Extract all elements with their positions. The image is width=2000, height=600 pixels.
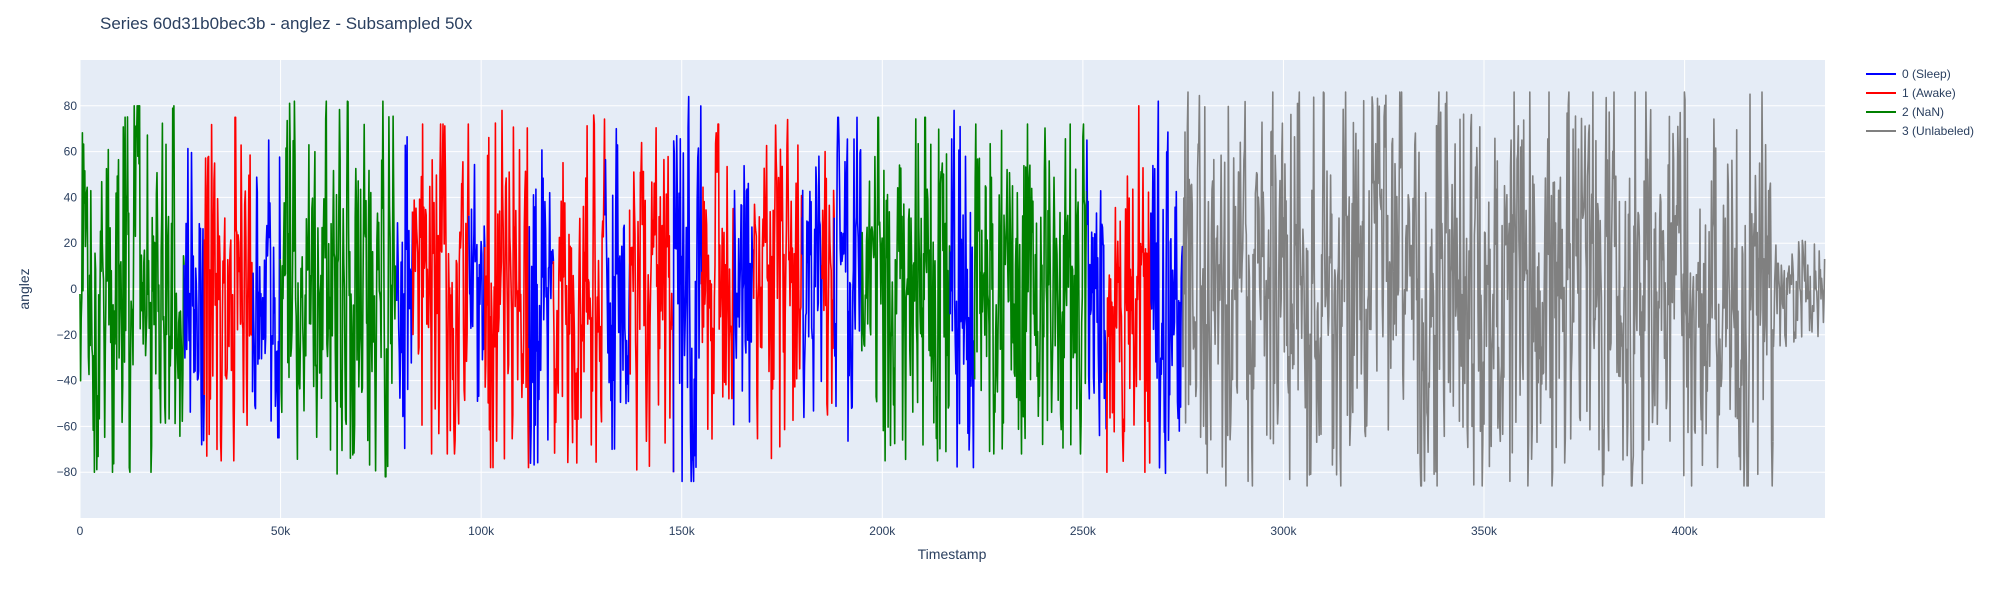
- series-segment-0-sleep: [949, 109, 976, 469]
- series-segment-2-nan: [79, 105, 185, 474]
- x-tick-label: 50k: [271, 524, 291, 538]
- y-tick-label: 80: [64, 99, 78, 113]
- y-axis-ticks: 80 60 40 20 0 −20 −40 −60 −80: [57, 99, 78, 479]
- series-segment-1-awake: [752, 118, 803, 460]
- y-tick-label: −20: [57, 328, 78, 342]
- legend-item[interactable]: 2 (NaN): [1866, 105, 1944, 119]
- legend-item[interactable]: 3 (Unlabeled): [1866, 124, 1974, 138]
- series-segment-0-sleep: [801, 155, 823, 419]
- legend-item[interactable]: 0 (Sleep): [1866, 67, 1951, 81]
- y-axis-label: anglez: [16, 268, 32, 309]
- y-tick-label: −40: [57, 374, 78, 388]
- series-segment-0-sleep: [1085, 139, 1108, 437]
- series-segment-2-nan: [279, 100, 398, 478]
- series-segment-1-awake: [411, 123, 470, 455]
- series-segment-1-awake: [821, 150, 835, 416]
- series-lines: [79, 91, 1826, 487]
- legend-label: 2 (NaN): [1902, 105, 1944, 119]
- series-segment-0-sleep: [833, 116, 863, 442]
- x-tick-label: 350k: [1471, 524, 1498, 538]
- series-segment-0-sleep: [395, 136, 414, 450]
- series-segment-0-sleep: [604, 127, 631, 451]
- legend-label: 0 (Sleep): [1902, 67, 1951, 81]
- x-tick-label: 300k: [1270, 524, 1297, 538]
- x-tick-label: 0: [77, 524, 84, 538]
- series-segment-1-awake: [552, 114, 606, 464]
- y-tick-label: 0: [70, 282, 77, 296]
- legend-label: 1 (Awake): [1902, 86, 1956, 100]
- y-tick-label: −80: [57, 465, 78, 479]
- series-segment-0-sleep: [528, 149, 555, 466]
- series-segment-0-sleep: [468, 163, 486, 403]
- y-tick-label: 20: [64, 236, 78, 250]
- legend-item[interactable]: 1 (Awake): [1866, 86, 1956, 100]
- series-segment-1-awake: [1105, 105, 1152, 474]
- series-segment-0-sleep: [1150, 100, 1184, 475]
- series-segment-0-sleep: [732, 164, 755, 426]
- x-tick-label: 100k: [468, 524, 495, 538]
- x-axis-ticks: 0 50k 100k 150k 200k 250k 300k 350k 400k: [77, 524, 1699, 538]
- series-segment-0-sleep: [672, 95, 703, 483]
- series-segment-1-awake: [483, 109, 530, 469]
- series-segment-2-nan: [973, 123, 1088, 455]
- series-segment-3-unlabeled: [1772, 239, 1826, 442]
- series-segment-1-awake: [203, 116, 254, 462]
- x-tick-label: 150k: [669, 524, 696, 538]
- legend-label: 3 (Unlabeled): [1902, 124, 1974, 138]
- x-tick-label: 200k: [869, 524, 896, 538]
- y-tick-label: 40: [64, 190, 78, 204]
- legend: 0 (Sleep) 1 (Awake) 2 (NaN) 3 (Unlabeled): [1866, 67, 1974, 138]
- chart-title: Series 60d31b0bec3b - anglez - Subsample…: [100, 14, 473, 33]
- x-tick-label: 250k: [1070, 524, 1097, 538]
- series-segment-1-awake: [628, 127, 675, 473]
- series-segment-1-awake: [700, 123, 735, 440]
- y-tick-label: 60: [64, 145, 78, 159]
- series-segment-0-sleep: [251, 139, 281, 439]
- series-segment-2-nan: [860, 116, 951, 462]
- x-axis-label: Timestamp: [918, 546, 987, 562]
- series-segment-0-sleep: [183, 147, 205, 446]
- series-segment-3-unlabeled: [1182, 91, 1774, 487]
- x-tick-label: 400k: [1672, 524, 1699, 538]
- y-tick-label: −60: [57, 419, 78, 433]
